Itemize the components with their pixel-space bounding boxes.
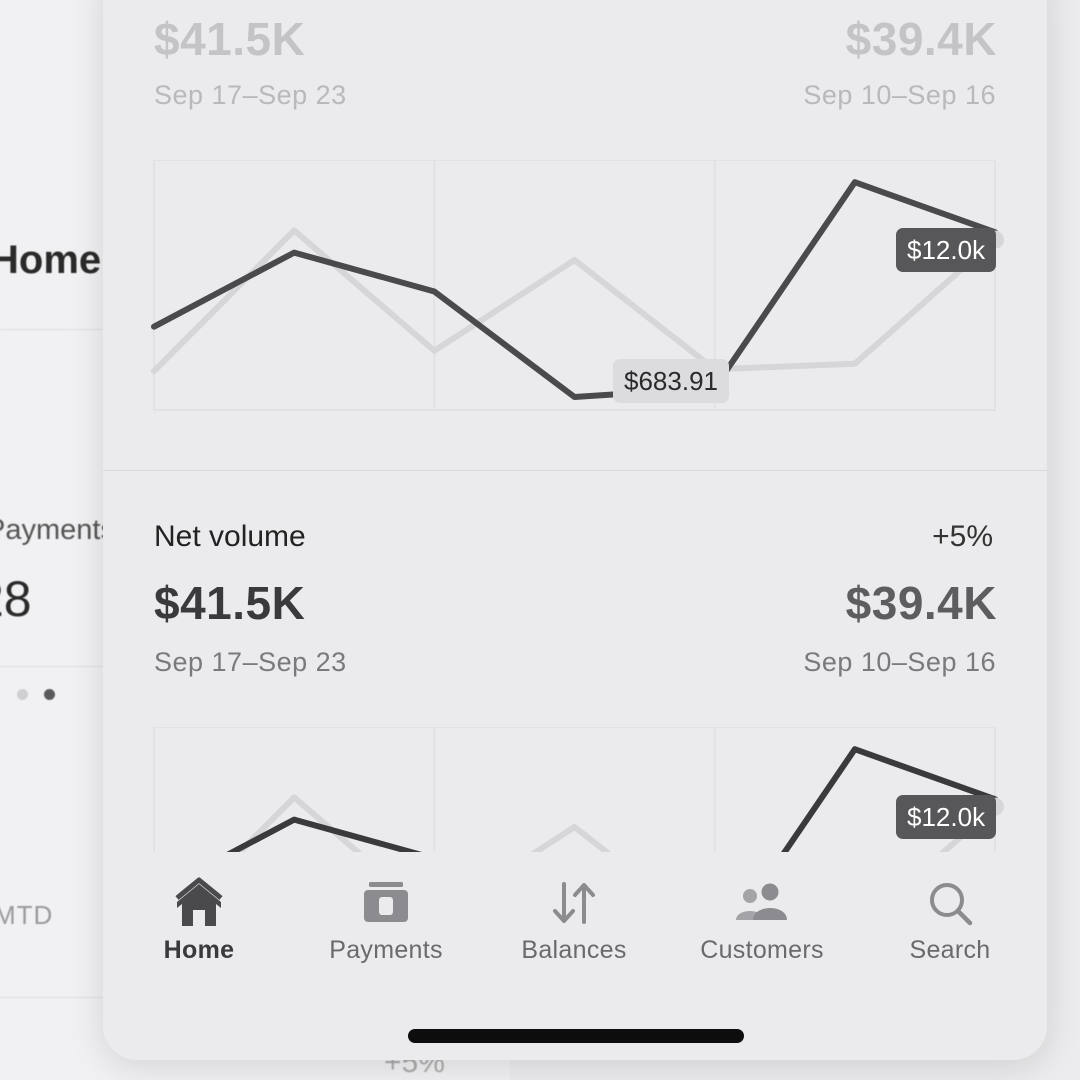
tooltip-hover-value: $683.91	[613, 359, 729, 403]
background-metric-label: Payments	[0, 514, 115, 546]
tab-payments[interactable]: Payments	[306, 876, 466, 965]
payments-icon	[364, 882, 408, 922]
series-line-current	[151, 179, 998, 401]
background-page-title: Home	[0, 238, 102, 282]
tab-search[interactable]: Search	[870, 876, 1030, 965]
metric-change: +5%	[932, 520, 993, 553]
line-chart[interactable]	[103, 160, 1047, 430]
current-value: $41.5K	[154, 13, 306, 65]
previous-value: $39.4K	[845, 577, 997, 629]
home-indicator	[408, 1029, 744, 1043]
background-divider	[0, 666, 110, 667]
tab-bar: Home Payments Balances Custom	[103, 852, 1047, 1060]
pager-dot-active	[44, 689, 55, 700]
previous-range: Sep 10–Sep 16	[803, 647, 996, 677]
tab-label: Payments	[329, 936, 443, 964]
previous-value: $39.4K	[845, 13, 997, 65]
background-footer-label: MTD	[0, 900, 54, 930]
balances-icon	[553, 882, 595, 924]
current-range: Sep 17–Sep 23	[154, 80, 347, 110]
tooltip-end-value: $12.0k	[896, 795, 997, 839]
current-range: Sep 17–Sep 23	[154, 647, 347, 677]
background-divider	[0, 997, 110, 998]
tab-balances[interactable]: Balances	[494, 876, 654, 965]
series-line-previous	[151, 227, 998, 375]
home-icon	[175, 877, 223, 926]
background-divider	[0, 329, 110, 330]
tab-label: Home	[163, 936, 235, 964]
background-pager-dots	[17, 689, 55, 700]
previous-range: Sep 10–Sep 16	[803, 80, 996, 110]
metric-card-1[interactable]: $41.5K $39.4K Sep 17–Sep 23 Sep 10–Sep 1…	[103, 0, 1047, 470]
metrics-panel: $41.5K $39.4K Sep 17–Sep 23 Sep 10–Sep 1…	[103, 0, 1047, 1060]
tab-home[interactable]: Home	[119, 876, 279, 965]
customers-icon	[736, 883, 787, 920]
tab-label: Customers	[700, 936, 824, 964]
tooltip-end-value: $12.0k	[896, 228, 997, 272]
metric-card-net-volume[interactable]: Net volume +5% $41.5K $39.4K Sep 17–Sep …	[103, 471, 1047, 1060]
pager-dot	[17, 689, 28, 700]
tab-customers[interactable]: Customers	[682, 876, 842, 965]
tab-label: Search	[909, 936, 991, 964]
tab-label: Balances	[521, 936, 627, 964]
metric-label: Net volume	[154, 520, 306, 553]
card-divider	[103, 470, 1047, 471]
search-icon	[930, 883, 973, 926]
chart-grid-frame	[153, 160, 996, 411]
current-value: $41.5K	[154, 577, 306, 629]
background-metric-value: 28	[0, 571, 32, 627]
